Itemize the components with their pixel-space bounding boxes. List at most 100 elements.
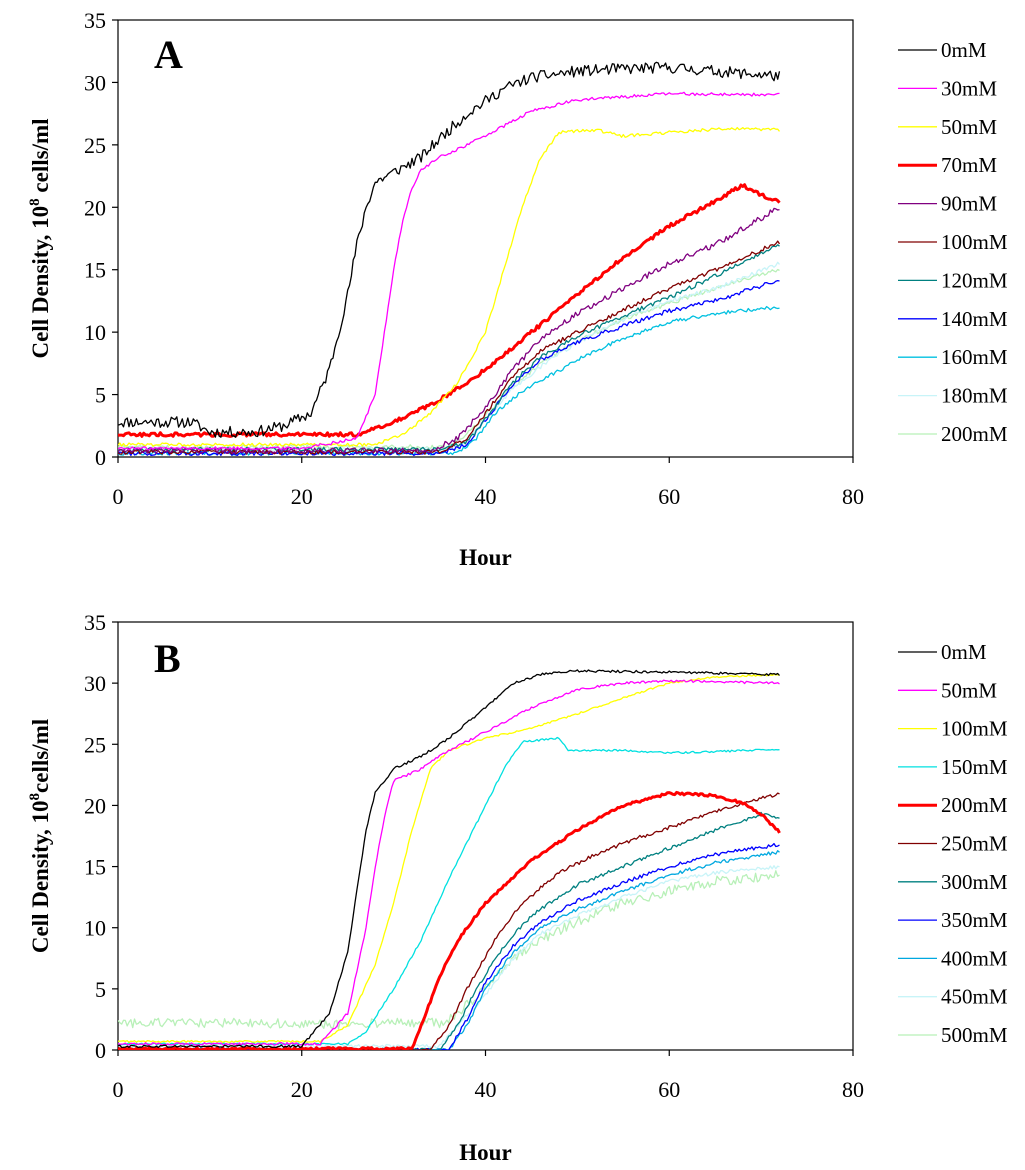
legend-label: 0mM bbox=[941, 640, 987, 664]
series-group bbox=[118, 61, 781, 457]
y-tick-label: 15 bbox=[84, 258, 106, 283]
y-tick-label: 30 bbox=[84, 70, 106, 95]
series-line-100mM bbox=[118, 673, 780, 1044]
legend-item: 0mM bbox=[898, 38, 987, 62]
panel-b: 0 5 10 15 20 25 30 35 0 20 40 60 80 Hour Cell Density,… bbox=[27, 610, 1008, 1165]
y-axis-title: Cell Density, 108cells/ml bbox=[27, 719, 53, 953]
legend-label: 120mM bbox=[941, 268, 1008, 292]
y-tick-label: 10 bbox=[84, 320, 106, 345]
y-axis-title-main: Cell Density, 10 bbox=[28, 800, 53, 953]
panel-letter: B bbox=[154, 636, 181, 681]
series-line-30mM bbox=[118, 91, 780, 451]
series-line-90mM bbox=[118, 207, 780, 455]
series-line-250mM bbox=[118, 792, 780, 1050]
series-line-150mM bbox=[118, 736, 780, 1046]
legend-label: 180mM bbox=[941, 384, 1008, 408]
legend-item: 500mM bbox=[898, 1023, 1008, 1047]
legend-label: 350mM bbox=[941, 908, 1008, 932]
legend-label: 500mM bbox=[941, 1023, 1008, 1047]
y-tick-label: 15 bbox=[84, 855, 106, 880]
x-axis-title: Hour bbox=[459, 545, 511, 570]
legend-label: 300mM bbox=[941, 870, 1008, 894]
legend-label: 100mM bbox=[941, 230, 1008, 254]
x-tick-label: 40 bbox=[475, 1077, 497, 1102]
legend-item: 50mM bbox=[898, 678, 997, 702]
legend-item: 90mM bbox=[898, 192, 997, 216]
legend-item: 30mM bbox=[898, 76, 997, 100]
y-axis-title: Cell Density, 108 cells/ml bbox=[27, 118, 53, 358]
x-tick-label: 60 bbox=[658, 484, 680, 509]
y-tick-label: 0 bbox=[95, 445, 106, 470]
legend-item: 200mM bbox=[898, 793, 1008, 817]
y-tick-label: 5 bbox=[95, 383, 106, 408]
series-line-200mM bbox=[118, 790, 781, 1050]
series-line-450mM bbox=[118, 865, 780, 1049]
legend-label: 30mM bbox=[941, 76, 997, 100]
series-line-350mM bbox=[118, 842, 780, 1050]
legend-item: 160mM bbox=[898, 345, 1008, 369]
y-tick-label: 20 bbox=[84, 793, 106, 818]
legend: 0mM 50mM 100mM 150mM 200mM 250mM 300mM 350mM 400… bbox=[898, 640, 1008, 1047]
y-axis-title-exponent: 8 bbox=[27, 198, 43, 206]
legend-item: 70mM bbox=[898, 153, 997, 177]
legend-label: 450mM bbox=[941, 985, 1008, 1009]
legend-item: 250mM bbox=[898, 832, 1008, 856]
series-line-300mM bbox=[118, 811, 780, 1050]
x-tick-label: 0 bbox=[113, 484, 124, 509]
legend-item: 150mM bbox=[898, 755, 1008, 779]
legend-item: 200mM bbox=[898, 422, 1008, 446]
x-tick-label: 20 bbox=[291, 1077, 313, 1102]
series-line-120mM bbox=[118, 244, 780, 453]
legend-item: 0mM bbox=[898, 640, 987, 664]
y-axis-title-units: cells/ml bbox=[28, 118, 53, 198]
legend-label: 90mM bbox=[941, 192, 997, 216]
legend-label: 140mM bbox=[941, 307, 1008, 331]
x-tick-label: 40 bbox=[475, 484, 497, 509]
legend-item: 400mM bbox=[898, 946, 1008, 970]
y-tick-label: 35 bbox=[84, 8, 106, 33]
legend-label: 0mM bbox=[941, 38, 987, 62]
legend-label: 250mM bbox=[941, 832, 1008, 856]
y-axis-title-exponent: 8 bbox=[27, 793, 43, 801]
legend-item: 120mM bbox=[898, 268, 1008, 292]
x-tick-label: 60 bbox=[658, 1077, 680, 1102]
panel-a: 0 5 10 15 20 25 30 35 0 20 40 60 80 Hour Cell Density,… bbox=[27, 8, 1008, 570]
y-tick-label: 30 bbox=[84, 671, 106, 696]
legend-label: 50mM bbox=[941, 115, 997, 139]
series-line-70mM bbox=[118, 183, 781, 438]
series-group bbox=[118, 669, 781, 1050]
legend-item: 140mM bbox=[898, 307, 1008, 331]
series-line-0mM bbox=[118, 61, 781, 438]
series-line-100mM bbox=[118, 240, 781, 455]
legend-label: 400mM bbox=[941, 946, 1008, 970]
legend-item: 50mM bbox=[898, 115, 997, 139]
plot-area bbox=[117, 19, 854, 458]
y-tick-label: 35 bbox=[84, 610, 106, 635]
y-axis-title-main: Cell Density, 10 bbox=[28, 206, 53, 359]
legend: 0mM 30mM 50mM 70mM 90mM 100mM 120mM 140mM 160mM 1… bbox=[898, 38, 1008, 446]
y-tick-label: 5 bbox=[95, 977, 106, 1002]
y-tick-label: 25 bbox=[84, 133, 106, 158]
legend-label: 50mM bbox=[941, 678, 997, 702]
legend-item: 100mM bbox=[898, 717, 1008, 741]
panel-letter: A bbox=[154, 32, 183, 77]
x-tick-label: 80 bbox=[842, 1077, 864, 1102]
y-tick-label: 25 bbox=[84, 732, 106, 757]
series-line-50mM bbox=[118, 679, 780, 1046]
y-tick-label: 10 bbox=[84, 916, 106, 941]
legend-label: 200mM bbox=[941, 793, 1008, 817]
legend-item: 350mM bbox=[898, 908, 1008, 932]
y-axis-title-units: cells/ml bbox=[28, 719, 53, 793]
x-axis-title: Hour bbox=[459, 1140, 511, 1165]
legend-label: 100mM bbox=[941, 717, 1008, 741]
legend-item: 100mM bbox=[898, 230, 1008, 254]
legend-label: 150mM bbox=[941, 755, 1008, 779]
series-line-180mM bbox=[118, 261, 780, 453]
series-line-500mM bbox=[118, 870, 780, 1030]
series-line-50mM bbox=[118, 126, 781, 447]
x-tick-label: 0 bbox=[113, 1077, 124, 1102]
series-line-0mM bbox=[118, 669, 780, 1049]
x-tick-label: 20 bbox=[291, 484, 313, 509]
y-tick-label: 0 bbox=[95, 1038, 106, 1063]
legend-item: 300mM bbox=[898, 870, 1008, 894]
